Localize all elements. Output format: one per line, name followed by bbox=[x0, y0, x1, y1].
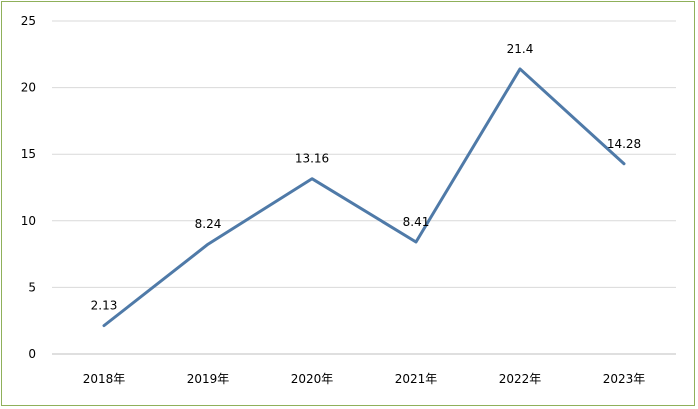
x-tick-label: 2018年 bbox=[83, 372, 126, 386]
x-tick-label: 2023年 bbox=[603, 372, 646, 386]
data-label: 21.4 bbox=[507, 42, 534, 56]
x-tick-label: 2019年 bbox=[187, 372, 230, 386]
y-tick-label: 20 bbox=[21, 81, 36, 95]
y-tick-label: 25 bbox=[21, 14, 36, 28]
x-tick-label: 2022年 bbox=[499, 372, 542, 386]
data-label: 8.41 bbox=[403, 215, 430, 229]
data-label: 13.16 bbox=[295, 152, 329, 166]
x-axis-ticks: 2018年 2019年 2020年 2021年 2022年 2023年 bbox=[83, 372, 646, 386]
data-labels: 2.13 8.24 13.16 8.41 21.4 14.28 bbox=[91, 42, 642, 313]
data-label: 8.24 bbox=[195, 217, 222, 231]
y-axis-ticks: 0 5 10 15 20 25 bbox=[21, 14, 36, 361]
x-tick-label: 2020年 bbox=[291, 372, 334, 386]
y-tick-label: 15 bbox=[21, 147, 36, 161]
x-tick-label: 2021年 bbox=[395, 372, 438, 386]
y-tick-label: 5 bbox=[28, 280, 36, 294]
series-line bbox=[102, 67, 626, 328]
gridlines bbox=[52, 20, 676, 355]
series-layer bbox=[102, 67, 626, 328]
y-tick-label: 0 bbox=[28, 347, 36, 361]
data-label: 2.13 bbox=[91, 299, 118, 313]
data-label: 14.28 bbox=[607, 137, 641, 151]
y-tick-label: 10 bbox=[21, 214, 36, 228]
